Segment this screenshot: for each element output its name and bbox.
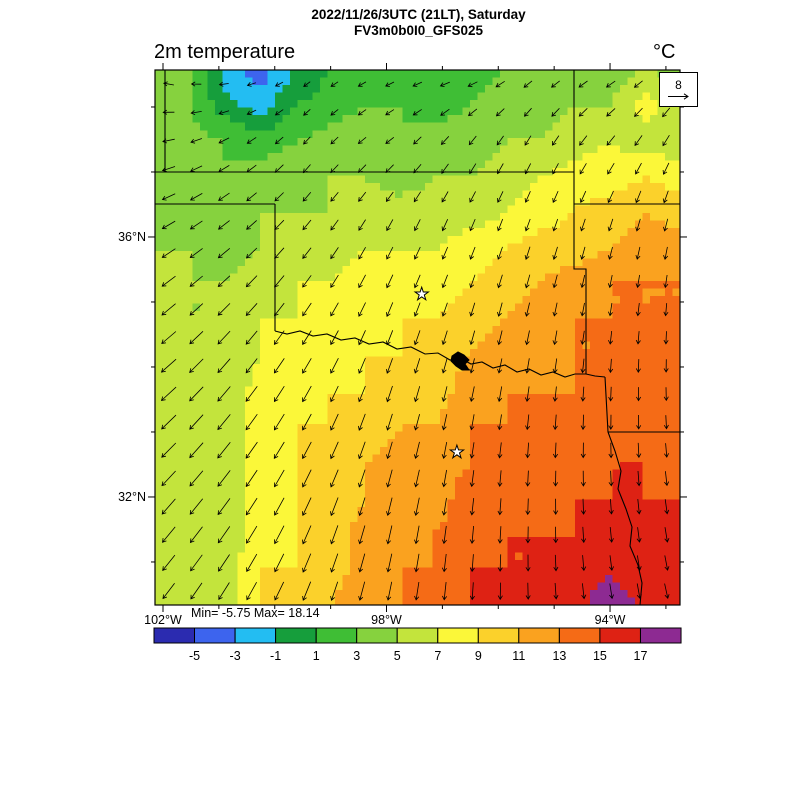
city-star-marker (448, 443, 466, 460)
lat-tick-label: 36°N (118, 229, 146, 244)
temperature-field (155, 70, 681, 606)
colorbar-tick-label: -3 (230, 649, 241, 663)
colorbar-tick-label: 17 (634, 649, 648, 663)
colorbar-tick-label: 11 (512, 649, 525, 663)
map-canvas (148, 63, 687, 612)
colorbar-segment (153, 627, 196, 644)
reference-vector-box: 8 (659, 72, 698, 107)
colorbar-tick-label: 15 (593, 649, 607, 663)
colorbar-segment (599, 627, 641, 644)
colorbar-segment (518, 627, 560, 644)
colorbar-segment (396, 627, 439, 644)
title-datetime: 2022/11/26/3UTC (21LT), Saturday (311, 7, 526, 22)
reference-arrow-icon (667, 92, 689, 100)
reference-vector-value: 8 (675, 77, 682, 92)
colorbar-segment (194, 627, 236, 644)
lon-tick-label: 98°W (371, 613, 402, 627)
city-star-marker (413, 285, 430, 302)
lon-tick-label: 102°W (144, 613, 182, 627)
colorbar-segment (640, 627, 682, 644)
colorbar-segment (234, 627, 277, 644)
colorbar-tick-label: 3 (353, 649, 360, 663)
map-frame (154, 69, 681, 606)
colorbar-tick-label: 13 (552, 649, 566, 663)
colorbar-tick-label: 5 (394, 649, 401, 663)
colorbar-tick-label: 1 (313, 649, 320, 663)
colorbar-tick-label: -5 (189, 649, 200, 663)
lake-marker (450, 351, 470, 371)
colorbar-segment (437, 627, 479, 644)
boundary-ar_tx_la (604, 376, 643, 606)
units-label: °C (653, 41, 676, 63)
colorbar-segment (356, 627, 398, 644)
wind-vectors (160, 80, 671, 601)
boundary-ok_east (573, 172, 587, 374)
colorbar-segment (477, 627, 520, 644)
colorbar-segment (275, 627, 317, 644)
colorbar-segment (315, 627, 358, 644)
colorbar-tick-label: 7 (434, 649, 441, 663)
title-block: 2022/11/26/3UTC (21LT), Saturday FV3m0b0… (155, 7, 682, 39)
lat-tick-label: 32°N (118, 489, 146, 504)
colorbar: -5 -3 -1 1 3 5 7 9 11 13 15 17 (153, 627, 682, 663)
lon-tick-label: 94°W (594, 613, 626, 627)
colorbar-tick-label: -1 (270, 649, 281, 663)
colorbar-tick-label: 9 (475, 649, 482, 663)
state-boundaries (155, 70, 680, 606)
variable-label: 2m temperature (154, 41, 296, 63)
colorbar-segment (558, 627, 601, 644)
minmax-label: Min= -5.75 Max= 18.14 (191, 606, 320, 620)
title-model: FV3m0b0I0_GFS025 (353, 23, 484, 38)
